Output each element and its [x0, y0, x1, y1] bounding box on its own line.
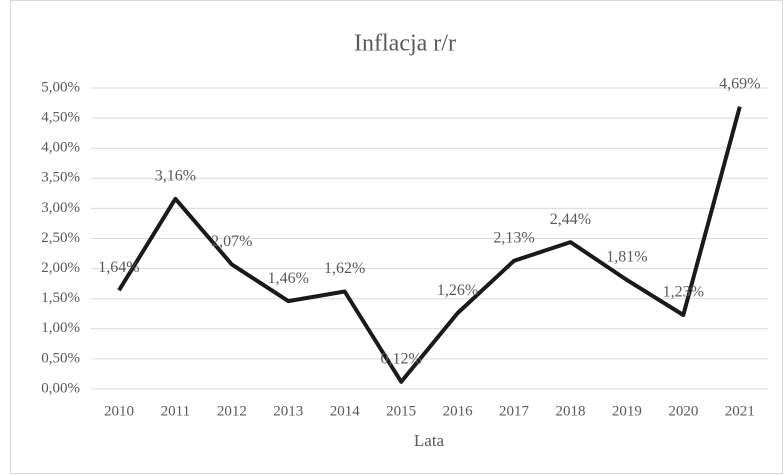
y-tick-label: 0,00% [41, 380, 80, 396]
y-tick-label: 4,00% [41, 140, 80, 156]
y-tick-label: 1,50% [41, 290, 80, 306]
data-label: 1,64% [98, 259, 139, 276]
data-label: 4,69% [719, 75, 760, 92]
data-line [117, 106, 742, 384]
y-tick-label: 2,00% [41, 260, 80, 276]
y-tick-label: 4,50% [41, 110, 80, 126]
x-tick-label: 2018 [555, 403, 585, 419]
data-label: 0,12% [380, 350, 421, 367]
x-tick-label: 2010 [104, 403, 134, 419]
y-tick-label: 3,50% [41, 170, 80, 186]
x-tick-label: 2021 [725, 403, 755, 419]
data-label: 3,16% [155, 167, 196, 184]
chart-border [10, 0, 783, 474]
x-tick-label: 2012 [217, 403, 247, 419]
x-tick-label: 2020 [668, 403, 698, 419]
x-tick-label: 2017 [499, 403, 530, 419]
chart-title: Inflacja r/r [354, 31, 456, 57]
data-label: 1,23% [663, 284, 704, 301]
x-tick-label: 2011 [161, 403, 190, 419]
data-label: 2,13% [493, 229, 534, 246]
y-tick-label: 2,50% [41, 230, 80, 246]
data-label: 1,81% [606, 249, 647, 266]
x-tick-label: 2015 [386, 403, 416, 419]
data-label: 2,07% [211, 233, 252, 250]
y-tick-label: 1,00% [41, 320, 80, 336]
x-tick-label: 2019 [612, 403, 642, 419]
x-tick-label: 2013 [273, 403, 303, 419]
x-tick-label: 2014 [330, 403, 361, 419]
data-label: 1,62% [324, 260, 365, 277]
y-tick-label: 3,00% [41, 200, 80, 216]
x-tick-label: 2016 [443, 403, 474, 419]
y-tick-label: 5,00% [41, 79, 80, 95]
data-label: 2,44% [550, 211, 591, 228]
data-label: 1,46% [268, 270, 309, 287]
data-label: 1,26% [437, 282, 478, 299]
y-tick-label: 0,50% [41, 350, 80, 366]
x-axis-label: Lata [414, 431, 445, 450]
